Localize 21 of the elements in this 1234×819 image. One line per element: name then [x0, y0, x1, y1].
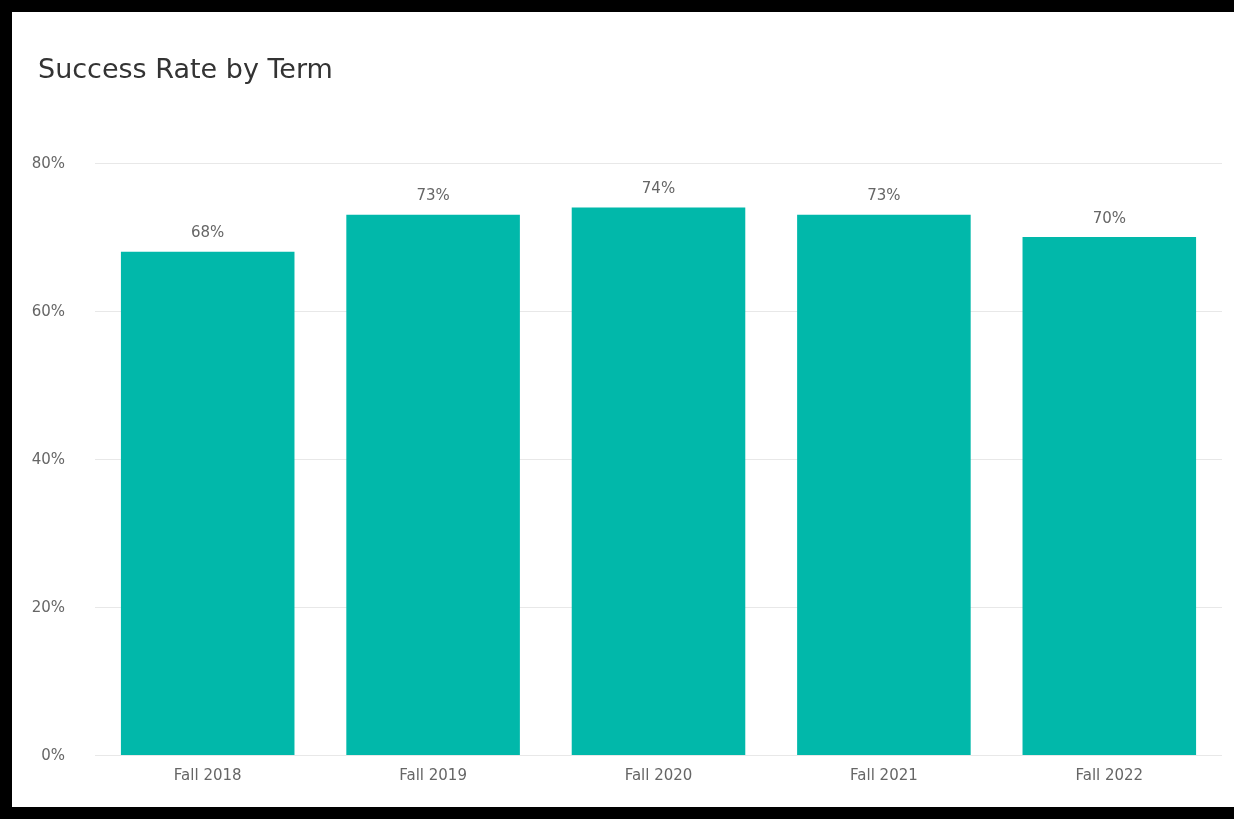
data-label: 73%: [867, 186, 901, 205]
y-tick-label: 20%: [31, 598, 65, 616]
bar: [797, 214, 971, 755]
x-tick-label: Fall 2019: [399, 765, 467, 784]
x-tick-label: Fall 2021: [850, 765, 918, 784]
data-label: 68%: [191, 223, 225, 242]
x-tick-label: Fall 2020: [624, 765, 693, 784]
data-label: 70%: [1092, 208, 1126, 227]
chart-title: Success Rate by Term: [38, 53, 333, 84]
y-tick-label: 60%: [31, 302, 65, 320]
y-tick-label: 80%: [31, 154, 65, 172]
data-label: 73%: [416, 186, 450, 205]
bar: [120, 251, 295, 755]
bar: [346, 214, 520, 755]
bar: [571, 207, 746, 755]
data-label: 74%: [641, 178, 676, 197]
bar: [1022, 237, 1197, 755]
x-tick-label: Fall 2022: [1075, 765, 1144, 784]
y-tick-label: 40%: [31, 450, 65, 468]
x-tick-label: Fall 2018: [173, 765, 242, 784]
y-tick-label: 0%: [41, 746, 65, 764]
